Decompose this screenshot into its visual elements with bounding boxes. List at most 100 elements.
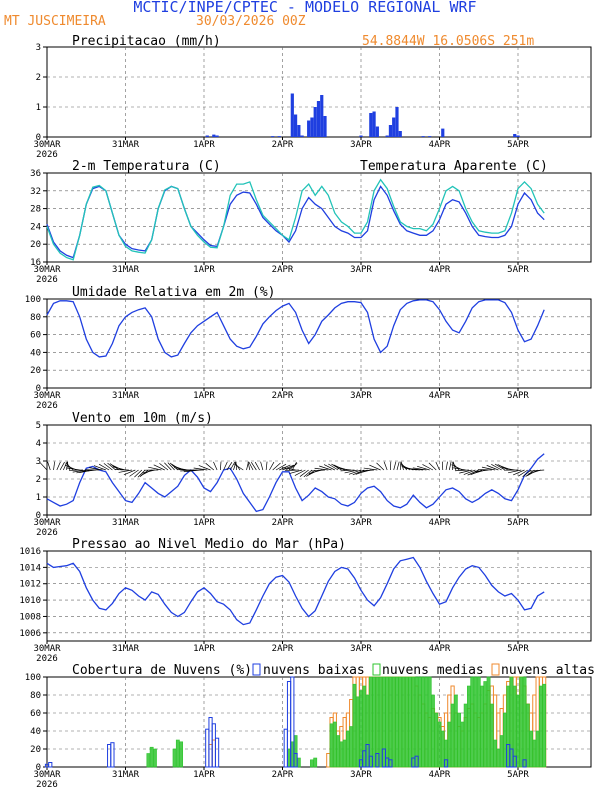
legend-swatch-high <box>491 663 500 676</box>
cloud-mid-bar <box>427 676 432 768</box>
cloud-mid-bar <box>460 721 465 768</box>
cloud-mid-bar <box>349 726 354 768</box>
wind-barb <box>223 461 228 471</box>
x-tick-label: 4APR <box>429 140 451 150</box>
cloud-mid-bar <box>332 721 337 768</box>
wind-barb <box>477 469 492 471</box>
x-tick-label: 2APR <box>272 770 294 780</box>
x-tick-label: 30MAR <box>33 391 61 401</box>
cloud-low-bar <box>368 755 373 768</box>
wind-barb <box>250 461 257 471</box>
wind-barb <box>417 465 430 471</box>
cloud-mid-bar <box>339 741 344 768</box>
wind-barb <box>159 463 169 471</box>
y-tick-label: 24 <box>30 222 41 232</box>
wind-barb <box>248 461 254 471</box>
wind-barb <box>118 469 133 473</box>
cloud-mid-bar <box>175 739 180 768</box>
cloud-mid-bar <box>417 676 422 768</box>
wind-barb <box>282 464 294 471</box>
x-tick-label: 30MAR <box>33 518 61 528</box>
cloud-mid-bar <box>535 730 540 768</box>
cloud-low-bar <box>107 744 112 768</box>
cloud-mid-bar <box>467 685 471 768</box>
precip-bar <box>516 135 520 137</box>
y-tick-label: 60 <box>30 709 41 719</box>
y-tick-label: 1016 <box>19 547 41 557</box>
precip-bar <box>297 125 301 137</box>
panel-title: Vento em 10m (m/s) <box>72 411 213 426</box>
panel-title: Cobertura de Nuvens (%) <box>72 663 252 678</box>
x-tick-label: 2APR <box>272 518 294 528</box>
panel-frame <box>46 676 592 768</box>
wind-barb <box>467 469 479 476</box>
x-tick-label: 2APR <box>272 644 294 654</box>
precip-bar <box>277 136 281 137</box>
x-tick-label: 2APR <box>272 265 294 275</box>
wind-barb <box>167 462 175 471</box>
wind-barb <box>396 461 400 471</box>
x-tick-label: 1APR <box>193 518 215 528</box>
cloud-mid-bar <box>179 741 184 768</box>
wind-barb <box>111 464 123 471</box>
y-tick-label: 5 <box>36 421 41 431</box>
x-tick-label: 5APR <box>507 770 529 780</box>
y-tick-label: 28 <box>30 205 41 215</box>
wind-barb <box>344 469 358 474</box>
wind-barb <box>292 461 297 471</box>
x-tick-label: 30MAR <box>33 265 61 275</box>
wind-barb <box>452 467 466 471</box>
x-tick-label: 31MAR <box>112 391 140 401</box>
cloud-mid-bar <box>453 694 458 768</box>
cloud-mid-bar <box>388 676 393 768</box>
plot-area <box>39 453 545 513</box>
x-tick-label: 31MAR <box>112 770 140 780</box>
precip-bar <box>441 128 445 137</box>
wind-barb <box>213 461 218 471</box>
cloud-mid-bar <box>346 730 350 768</box>
wind-barb <box>134 469 143 478</box>
cloud-mid-bar <box>437 721 442 768</box>
y-tick-label: 16 <box>30 258 41 268</box>
x-tick-label: 30MAR <box>33 770 61 780</box>
x-tick-label: 1APR <box>193 265 215 275</box>
y-tick-label: 1 <box>36 103 41 113</box>
wind-barb <box>247 461 251 471</box>
x-tick-label: 4APR <box>429 265 451 275</box>
precip-bar <box>513 134 517 137</box>
cloud-mid-bar <box>408 676 412 768</box>
wind-barb <box>282 467 296 471</box>
wind-barb <box>254 461 260 471</box>
x-tick-label: 4APR <box>429 644 451 654</box>
x-tick-label: 4APR <box>429 518 451 528</box>
x-tick-label: 5APR <box>507 518 529 528</box>
y-tick-label: 80 <box>30 691 41 701</box>
x-tick-label: 31MAR <box>112 265 140 275</box>
y-tick-label: 60 <box>30 331 41 341</box>
series-line <box>46 556 545 626</box>
wind-barb <box>72 469 87 473</box>
precip-bar <box>369 113 373 137</box>
wind-barb <box>93 465 106 471</box>
plot-area <box>46 299 545 358</box>
precip-bar <box>395 107 399 137</box>
panel-title: Precipitacao (mm/h) <box>72 34 221 49</box>
cloud-mid-bar <box>434 712 439 768</box>
wind-barb <box>393 461 397 471</box>
cloud-mid-bar <box>516 694 520 768</box>
location-label: MT JUSCIMEIRA <box>4 14 106 29</box>
plot-area <box>205 93 520 137</box>
precip-bar <box>359 135 363 137</box>
wind-barb <box>409 468 424 471</box>
panel-title: Umidade Relativa em 2m (%) <box>72 285 276 300</box>
wind-barb <box>508 469 522 474</box>
x-tick-label: 1APR <box>193 770 215 780</box>
wind-barb <box>39 462 48 471</box>
plot-area <box>46 178 545 261</box>
wind-barb <box>272 462 281 471</box>
wind-barb <box>360 469 375 472</box>
precip-bar <box>205 135 209 137</box>
